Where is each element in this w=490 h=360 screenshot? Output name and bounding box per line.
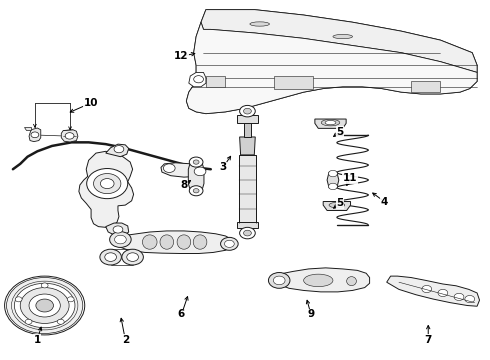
- Circle shape: [329, 183, 337, 190]
- Circle shape: [6, 278, 83, 333]
- Polygon shape: [201, 10, 477, 72]
- Polygon shape: [327, 172, 339, 188]
- Circle shape: [29, 294, 60, 317]
- Text: 11: 11: [343, 173, 357, 183]
- Text: 8: 8: [180, 180, 188, 190]
- Polygon shape: [240, 137, 255, 155]
- Circle shape: [193, 160, 199, 164]
- Circle shape: [194, 167, 206, 176]
- Text: 4: 4: [381, 197, 388, 207]
- Circle shape: [67, 297, 74, 302]
- Circle shape: [31, 132, 39, 138]
- Circle shape: [465, 296, 475, 303]
- Polygon shape: [113, 231, 233, 253]
- Polygon shape: [186, 10, 477, 114]
- Circle shape: [163, 164, 175, 172]
- Circle shape: [122, 249, 144, 265]
- Circle shape: [87, 168, 128, 199]
- Polygon shape: [186, 22, 477, 114]
- Polygon shape: [239, 155, 256, 223]
- Circle shape: [65, 133, 74, 139]
- Text: 7: 7: [424, 334, 432, 345]
- Circle shape: [224, 240, 234, 247]
- Circle shape: [127, 253, 139, 261]
- Ellipse shape: [193, 235, 207, 249]
- Circle shape: [100, 249, 122, 265]
- Ellipse shape: [304, 274, 333, 287]
- Polygon shape: [188, 159, 204, 194]
- Circle shape: [244, 108, 251, 114]
- Polygon shape: [29, 128, 41, 141]
- Circle shape: [189, 186, 203, 196]
- Circle shape: [114, 145, 124, 153]
- Circle shape: [194, 76, 203, 83]
- Polygon shape: [237, 222, 258, 228]
- Polygon shape: [237, 116, 258, 123]
- Circle shape: [36, 299, 53, 312]
- Circle shape: [273, 276, 285, 285]
- Polygon shape: [106, 223, 129, 235]
- Polygon shape: [24, 127, 31, 130]
- Polygon shape: [106, 144, 129, 157]
- Text: 10: 10: [84, 98, 98, 108]
- Circle shape: [25, 319, 32, 324]
- Polygon shape: [272, 268, 369, 292]
- Circle shape: [57, 319, 64, 324]
- Ellipse shape: [160, 235, 173, 249]
- Text: 2: 2: [122, 334, 129, 345]
- Polygon shape: [387, 276, 480, 306]
- Circle shape: [240, 105, 255, 117]
- Polygon shape: [206, 76, 225, 87]
- Ellipse shape: [250, 22, 270, 26]
- Circle shape: [100, 179, 114, 189]
- Circle shape: [438, 289, 448, 297]
- Circle shape: [15, 297, 22, 302]
- Polygon shape: [411, 81, 441, 92]
- Circle shape: [422, 285, 432, 293]
- Text: 1: 1: [34, 334, 41, 345]
- Ellipse shape: [333, 35, 352, 39]
- Ellipse shape: [346, 276, 356, 285]
- Ellipse shape: [177, 235, 191, 249]
- Ellipse shape: [329, 202, 344, 208]
- Text: 5: 5: [337, 127, 344, 136]
- Text: 9: 9: [307, 310, 315, 319]
- Polygon shape: [315, 119, 346, 129]
- Circle shape: [115, 235, 126, 244]
- Text: 3: 3: [220, 162, 227, 172]
- Polygon shape: [323, 202, 350, 211]
- Circle shape: [41, 283, 48, 288]
- Polygon shape: [189, 72, 206, 87]
- Text: 12: 12: [174, 51, 189, 61]
- Circle shape: [4, 276, 85, 335]
- Circle shape: [240, 227, 255, 239]
- Polygon shape: [274, 76, 314, 89]
- Circle shape: [454, 293, 464, 301]
- Circle shape: [244, 230, 251, 236]
- Circle shape: [94, 174, 121, 194]
- Circle shape: [220, 237, 238, 250]
- Polygon shape: [161, 163, 206, 177]
- Polygon shape: [244, 123, 251, 137]
- Circle shape: [113, 226, 123, 233]
- Circle shape: [105, 253, 117, 261]
- Polygon shape: [61, 130, 78, 142]
- Circle shape: [269, 273, 290, 288]
- Polygon shape: [79, 151, 134, 227]
- Ellipse shape: [321, 120, 340, 126]
- Text: 5: 5: [337, 198, 344, 208]
- Circle shape: [20, 288, 69, 323]
- Circle shape: [14, 283, 75, 328]
- Circle shape: [329, 170, 337, 177]
- Ellipse shape: [325, 121, 336, 125]
- Text: 6: 6: [178, 310, 185, 319]
- Ellipse shape: [143, 235, 157, 249]
- Circle shape: [110, 231, 131, 247]
- Circle shape: [189, 157, 203, 167]
- Circle shape: [193, 189, 199, 193]
